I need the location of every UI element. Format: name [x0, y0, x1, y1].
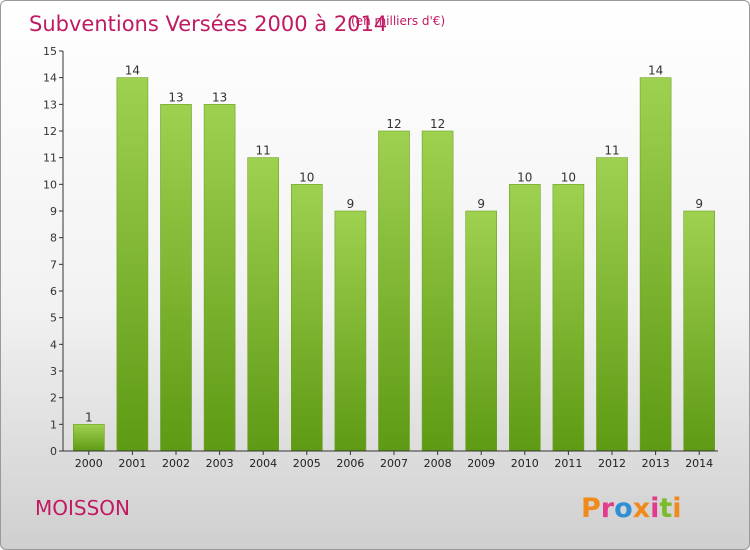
bar-2008 [421, 130, 454, 452]
data-label-2004: 11 [256, 144, 271, 158]
data-label-2003: 13 [212, 90, 227, 104]
x-tick-label-2006: 2006 [336, 457, 364, 470]
y-tick-label: 8 [50, 232, 57, 245]
bar-2014 [683, 210, 716, 452]
x-tick-label-2010: 2010 [511, 457, 539, 470]
bar-2009 [465, 210, 498, 452]
y-tick-label: 12 [43, 125, 57, 138]
data-label-2001: 14 [125, 64, 140, 78]
bar-2010 [508, 184, 541, 452]
bar-2000 [73, 424, 105, 452]
x-tick-label-2014: 2014 [685, 457, 713, 470]
y-tick-label: 7 [50, 258, 57, 271]
chart-title: Subventions Versées 2000 à 2014 [29, 12, 387, 36]
y-tick-label: 10 [43, 178, 57, 191]
y-tick-label: 14 [43, 72, 57, 85]
bar-2003 [203, 104, 236, 452]
y-tick-label: 1 [50, 418, 57, 431]
x-tick-label-2013: 2013 [642, 457, 670, 470]
y-tick-label: 13 [43, 98, 57, 111]
data-label-2002: 13 [168, 90, 183, 104]
x-tick-label-2003: 2003 [206, 457, 234, 470]
proxiti-logo: Proxiti [581, 493, 682, 524]
y-tick-label: 6 [50, 285, 57, 298]
bar-2013 [639, 77, 672, 452]
x-tick-label-2001: 2001 [118, 457, 146, 470]
data-label-2013: 14 [648, 64, 663, 78]
x-tick-label-2009: 2009 [467, 457, 495, 470]
x-tick-label-2008: 2008 [424, 457, 452, 470]
bar-2002 [160, 104, 192, 452]
y-tick-label: 11 [43, 152, 57, 165]
data-label-2010: 10 [517, 170, 532, 184]
x-tick-label-2005: 2005 [293, 457, 321, 470]
x-tick-label-2012: 2012 [598, 457, 626, 470]
y-tick-label: 5 [50, 312, 57, 325]
bar-2004 [247, 157, 279, 452]
bar-2005 [290, 184, 323, 452]
y-tick-label: 4 [50, 338, 57, 351]
data-label-2014: 9 [695, 197, 703, 211]
y-tick-label: 2 [50, 392, 57, 405]
x-tick-label-2002: 2002 [162, 457, 190, 470]
bar-2011 [552, 184, 585, 452]
data-label-2007: 12 [386, 117, 401, 131]
y-tick-label: 15 [43, 45, 57, 58]
data-label-2000: 1 [85, 410, 93, 424]
x-tick-label-2011: 2011 [554, 457, 582, 470]
bar-2006 [334, 210, 367, 452]
commune-name: MOISSON [35, 496, 130, 520]
data-label-2005: 10 [299, 170, 314, 184]
data-label-2008: 12 [430, 117, 445, 131]
y-tick-label: 3 [50, 365, 57, 378]
data-label-2009: 9 [477, 197, 485, 211]
bar-2012 [596, 157, 628, 452]
data-label-2006: 9 [347, 197, 355, 211]
x-tick-label-2004: 2004 [249, 457, 277, 470]
x-axis: 2000 2001 2002 2003 2004 2005 2006 2007 2008 2009… [63, 450, 718, 470]
y-tick-label: 0 [50, 445, 57, 458]
y-tick-label: 9 [50, 205, 57, 218]
bars: 1 14 13 13 11 10 9 12 12 9 10 10 11 14 9 [73, 64, 716, 452]
unit-note: (en milliers d'€) [351, 14, 445, 28]
bar-2001 [116, 77, 149, 452]
x-tick-label-2000: 2000 [75, 457, 103, 470]
data-label-2012: 11 [604, 144, 619, 158]
bar-2007 [378, 130, 410, 452]
x-tick-label-2007: 2007 [380, 457, 408, 470]
data-label-2011: 10 [561, 170, 576, 184]
